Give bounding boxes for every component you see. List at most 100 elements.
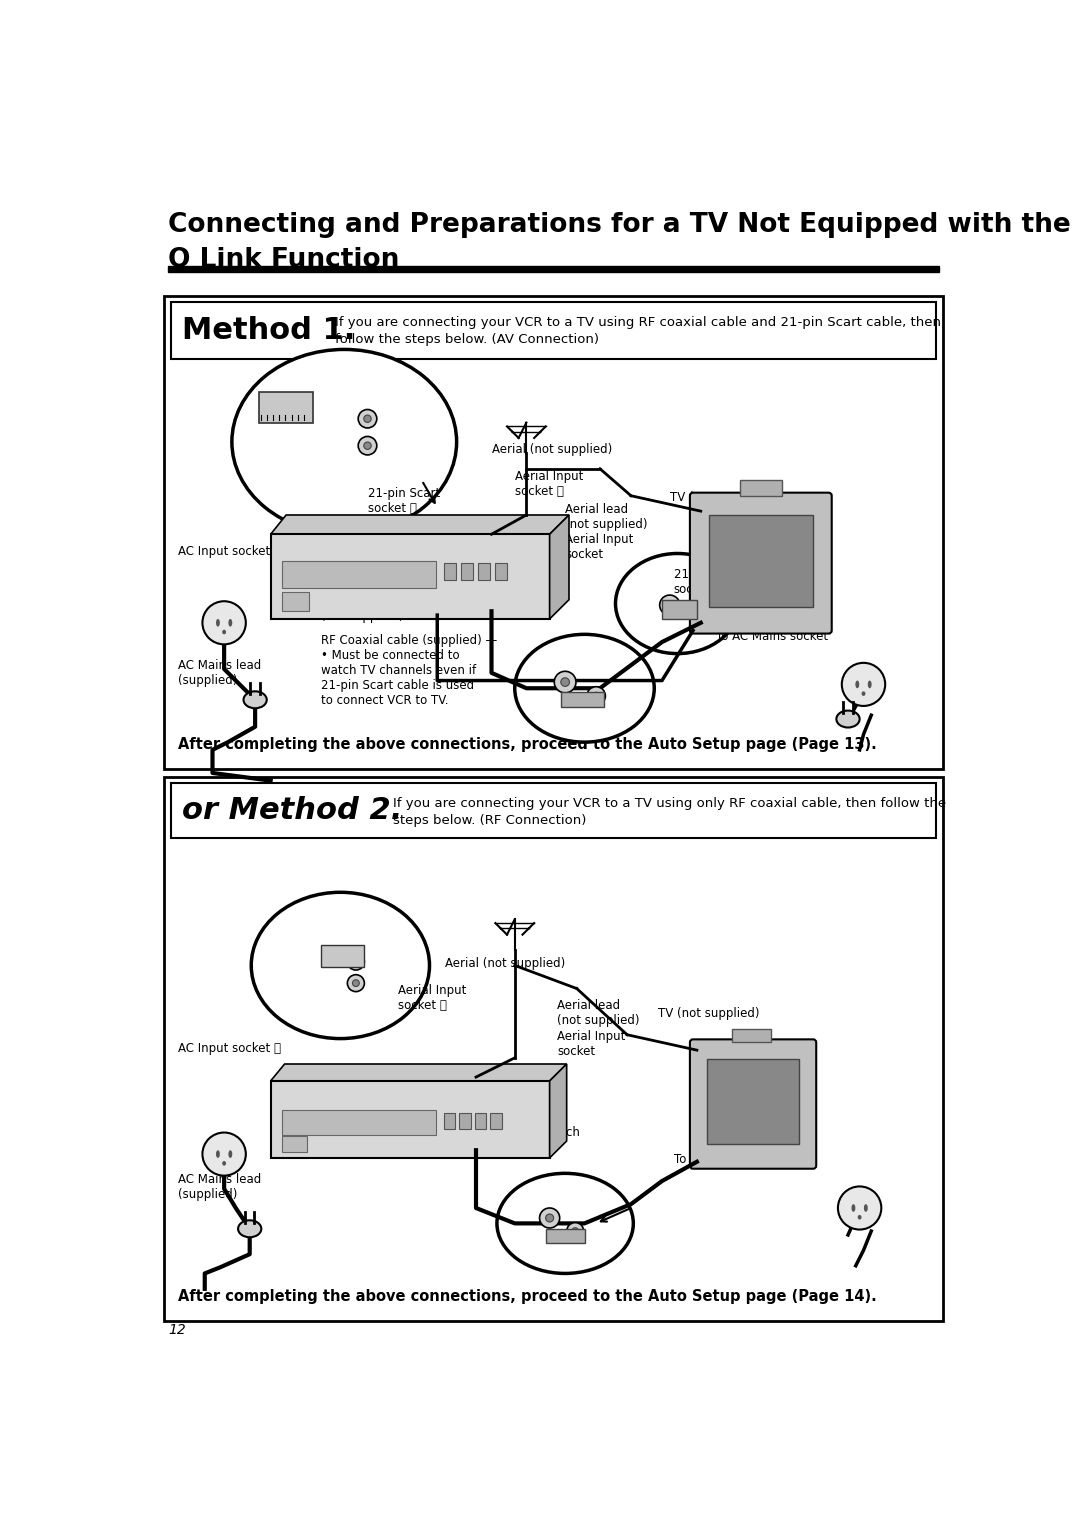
Text: Aerial (not supplied): Aerial (not supplied) — [491, 444, 611, 456]
Polygon shape — [271, 514, 569, 534]
Bar — [444, 563, 456, 580]
Bar — [662, 600, 697, 620]
Ellipse shape — [228, 1151, 232, 1158]
Text: Connecting and Preparations for a TV Not Equipped with the: Connecting and Preparations for a TV Not… — [168, 212, 1071, 238]
Bar — [259, 392, 313, 423]
Polygon shape — [271, 1080, 550, 1158]
Bar — [282, 1111, 435, 1135]
Bar — [732, 1029, 770, 1042]
Bar — [562, 693, 604, 708]
Ellipse shape — [858, 1215, 862, 1219]
Polygon shape — [550, 1064, 567, 1158]
Text: AC Input socket ⒳: AC Input socket ⒳ — [177, 1042, 281, 1054]
Bar — [461, 563, 473, 580]
Ellipse shape — [836, 711, 860, 728]
Text: AC Mains lead
(supplied): AC Mains lead (supplied) — [177, 1172, 261, 1201]
Text: Aerial Output
socket Ⓒ: Aerial Output socket Ⓒ — [403, 1073, 482, 1100]
Bar — [490, 1114, 502, 1129]
Text: AC Input socket ⒳: AC Input socket ⒳ — [177, 545, 281, 559]
Bar — [168, 266, 939, 272]
Bar — [495, 563, 508, 580]
Polygon shape — [550, 514, 569, 620]
Ellipse shape — [252, 893, 430, 1039]
Text: After completing the above connections, proceed to the Auto Setup page (Page 14): After completing the above connections, … — [178, 1289, 877, 1305]
Circle shape — [545, 1215, 554, 1222]
Text: TV (not supplied): TV (not supplied) — [658, 1007, 759, 1019]
Text: 12: 12 — [168, 1323, 186, 1337]
Text: or Method 2.: or Method 2. — [181, 797, 402, 826]
Ellipse shape — [216, 620, 220, 627]
FancyBboxPatch shape — [690, 1039, 816, 1169]
Circle shape — [359, 436, 377, 455]
Text: 21-pin Scart
socket: 21-pin Scart socket — [674, 568, 746, 597]
Bar — [282, 562, 435, 588]
Text: RF Coaxial cable (supplied)
• Must be connected to watch
TV channels.: RF Coaxial cable (supplied) • Must be co… — [403, 1111, 580, 1154]
Text: After completing the above connections, proceed to the Auto Setup page (Page 13): After completing the above connections, … — [178, 737, 877, 752]
Bar — [282, 592, 309, 612]
Text: TV (not supplied): TV (not supplied) — [670, 491, 771, 504]
Text: Aerial (not supplied): Aerial (not supplied) — [445, 957, 565, 971]
Bar — [444, 1114, 456, 1129]
Text: To AC Mains socket: To AC Mains socket — [716, 630, 828, 642]
Polygon shape — [271, 1064, 567, 1080]
Circle shape — [571, 1228, 579, 1235]
Circle shape — [593, 693, 599, 699]
Circle shape — [359, 409, 377, 427]
Polygon shape — [271, 534, 550, 620]
Bar — [477, 563, 490, 580]
Text: Aerial lead
(not supplied): Aerial lead (not supplied) — [565, 502, 648, 531]
Bar — [164, 777, 943, 1322]
Text: Aerial Output
socket Ⓒ: Aerial Output socket Ⓒ — [426, 575, 504, 604]
Bar — [545, 1228, 584, 1242]
Ellipse shape — [222, 630, 226, 635]
Circle shape — [202, 601, 246, 644]
Ellipse shape — [243, 691, 267, 708]
Ellipse shape — [867, 681, 872, 688]
Circle shape — [554, 671, 576, 693]
Circle shape — [838, 1186, 881, 1230]
Circle shape — [561, 678, 569, 687]
Text: Aerial Input
socket Ⓑ: Aerial Input socket Ⓑ — [515, 470, 583, 497]
Text: To AC Mains socket: To AC Mains socket — [674, 1154, 786, 1166]
Ellipse shape — [855, 681, 860, 688]
Bar — [171, 783, 936, 838]
Ellipse shape — [232, 349, 457, 534]
Bar — [474, 1114, 486, 1129]
Text: 21- Scart cable to AV1
(not supplied): 21- Scart cable to AV1 (not supplied) — [321, 595, 453, 623]
FancyBboxPatch shape — [690, 493, 832, 633]
Circle shape — [352, 980, 360, 986]
Ellipse shape — [216, 1151, 220, 1158]
Text: Q Link Function: Q Link Function — [168, 246, 400, 272]
Text: Aerial Input
socket: Aerial Input socket — [557, 1030, 625, 1058]
Circle shape — [352, 958, 360, 964]
Circle shape — [348, 954, 364, 971]
Text: Aerial Input
socket Ⓑ: Aerial Input socket Ⓑ — [399, 984, 467, 1012]
Ellipse shape — [851, 1204, 855, 1212]
Circle shape — [841, 662, 886, 707]
Bar — [459, 1114, 471, 1129]
Bar — [321, 946, 364, 967]
Ellipse shape — [862, 691, 865, 696]
Bar — [164, 296, 943, 769]
Circle shape — [586, 687, 606, 705]
Bar — [708, 514, 813, 607]
Circle shape — [665, 601, 674, 609]
Text: Method 1.: Method 1. — [181, 316, 355, 345]
Ellipse shape — [515, 635, 654, 742]
Text: 21-pin Scart
socket ⒴: 21-pin Scart socket ⒴ — [367, 487, 440, 516]
Text: steps below. (RF Connection): steps below. (RF Connection) — [393, 813, 586, 827]
Ellipse shape — [228, 620, 232, 627]
Text: AC Mains lead
(supplied): AC Mains lead (supplied) — [177, 659, 261, 687]
Circle shape — [202, 1132, 246, 1175]
Circle shape — [364, 415, 372, 423]
Text: If you are connecting your VCR to a TV using only RF coaxial cable, then follow : If you are connecting your VCR to a TV u… — [393, 797, 946, 810]
Bar — [282, 1137, 307, 1152]
Circle shape — [567, 1222, 583, 1239]
Circle shape — [660, 595, 679, 615]
Circle shape — [540, 1209, 559, 1228]
Bar — [707, 1059, 799, 1144]
Ellipse shape — [222, 1161, 226, 1166]
Text: If you are connecting your VCR to a TV using RF coaxial cable and 21-pin Scart c: If you are connecting your VCR to a TV u… — [335, 316, 941, 328]
Circle shape — [364, 443, 372, 449]
Text: follow the steps below. (AV Connection): follow the steps below. (AV Connection) — [335, 333, 599, 345]
